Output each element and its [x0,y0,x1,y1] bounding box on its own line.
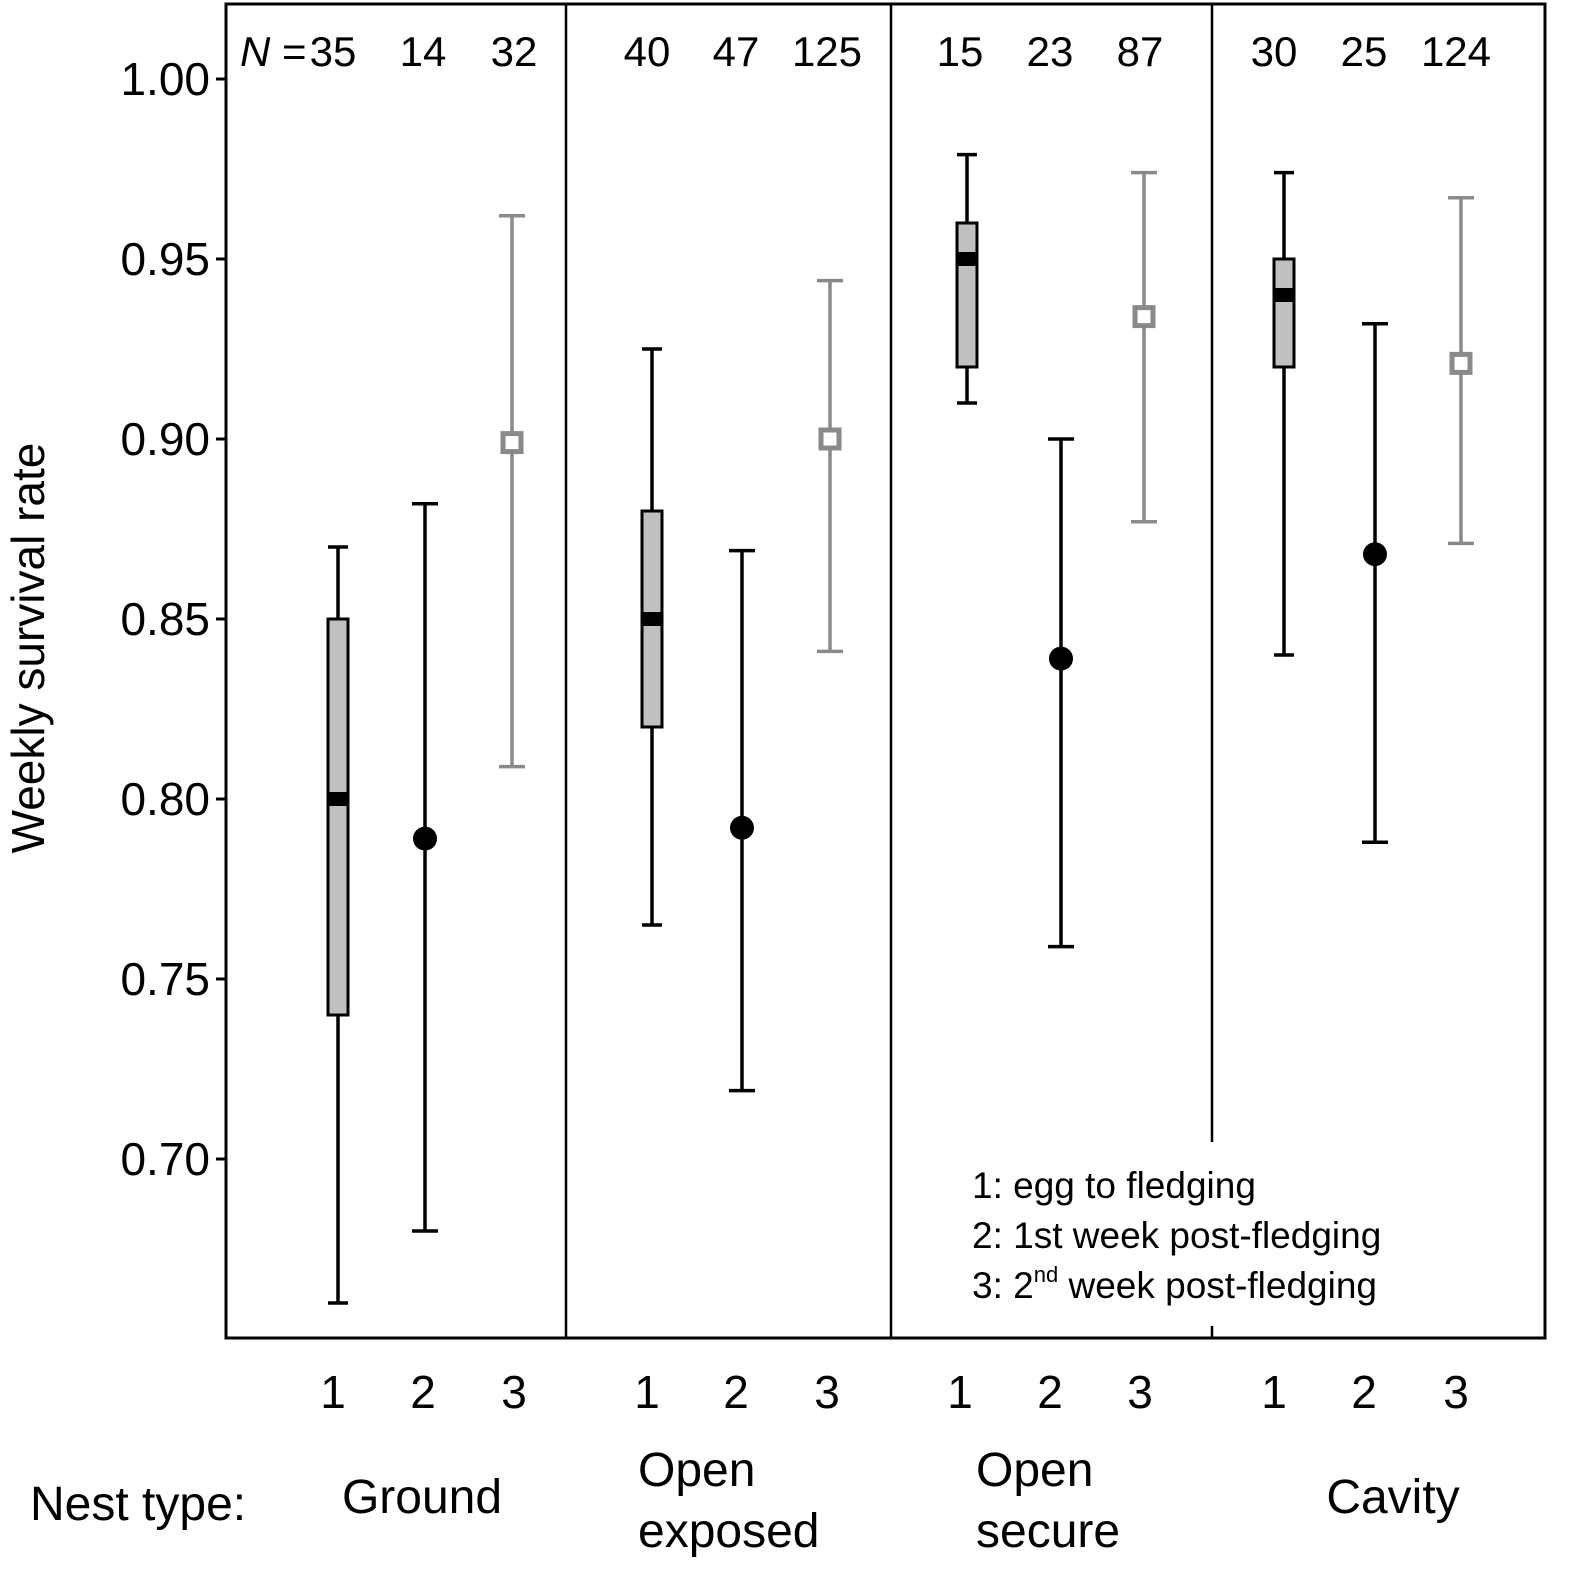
x-tick-label: 1 [634,1366,660,1418]
box-cavity [1272,257,1296,369]
x-tick-label: 2 [410,1366,436,1418]
n-count-label: 23 [1027,28,1074,75]
legend-item3-pre: 3: 2 [972,1265,1034,1306]
y-tick-label: 1.00 [120,53,210,105]
x-tick-label: 1 [1261,1366,1287,1418]
n-count-label: 15 [937,28,984,75]
n-prefix-italic: N [240,28,271,75]
box-median-open-exposed [642,612,662,626]
point-week2-ground [500,431,524,455]
legend-item3-sup: nd [1034,1262,1058,1287]
point-week2-open-exposed [818,427,842,451]
point-week2-cavity [1449,351,1473,375]
n-count-label: 32 [491,28,538,75]
legend-item3-post: week post-fledging [1058,1265,1377,1306]
marks-layer [326,152,1474,1305]
x-tick-label: 1 [947,1366,973,1418]
n-count-label: 40 [624,28,671,75]
point-week1-cavity [1363,542,1387,567]
box-median-ground [328,792,348,806]
legend-item-egg-to-fledging: 1: egg to fledging [972,1165,1256,1206]
plot-frame [224,2,1547,1340]
n-prefix-equals: = [270,28,306,75]
x-tick-label: 2 [723,1366,749,1418]
x-tick-label: 2 [1351,1366,1377,1418]
group-label-line2: secure [976,1505,1120,1558]
legend-item-first-week: 2: 1st week post-fledging [972,1215,1381,1256]
x-tick-label: 3 [1127,1366,1153,1418]
n-count-label: 30 [1251,28,1298,75]
box-ground [326,617,350,1017]
n-count-label: 124 [1421,28,1491,75]
legend: 1: egg to fledging 2: 1st week post-fled… [972,1165,1381,1306]
box-open-secure [955,221,979,369]
legend-item-second-week: 3: 2nd week post-fledging [972,1262,1377,1306]
x-tick-label: 3 [1443,1366,1469,1418]
group-label-line1: Open [638,1444,755,1497]
box-median-cavity [1274,288,1294,302]
y-tick-label: 0.70 [120,1133,210,1185]
point-week1-open-secure [1049,646,1073,671]
group-label-line2: exposed [638,1505,819,1558]
point-week1-open-exposed [730,815,754,840]
y-tick-label: 0.85 [120,593,210,645]
n-count-label: 125 [792,28,862,75]
point-week1-ground [413,826,437,851]
n-count-label: 35 [310,28,357,75]
n-count-label: 25 [1341,28,1388,75]
group-label: Ground [342,1471,502,1524]
axes-layer [216,2,1547,1340]
group-label-line1: Open [976,1444,1093,1497]
y-tick-label: 0.75 [120,953,210,1005]
x-tick-label: 3 [501,1366,527,1418]
x-tick-label: 3 [814,1366,840,1418]
n-count-label: 47 [713,28,760,75]
box-median-open-secure [957,252,977,266]
y-axis-label: Weekly survival rate [2,443,54,854]
n-count-label: 87 [1117,28,1164,75]
y-tick-label: 0.95 [120,233,210,285]
n-count-label: 14 [400,28,447,75]
y-tick-label: 0.90 [120,413,210,465]
x-tick-label: 2 [1037,1366,1063,1418]
x-axis-prefix: Nest type: [30,1478,246,1531]
group-label: Cavity [1326,1471,1459,1524]
point-week2-open-secure [1132,305,1156,329]
y-tick-label: 0.80 [120,773,210,825]
x-tick-label: 1 [320,1366,346,1418]
n-prefix: N = [240,28,307,75]
